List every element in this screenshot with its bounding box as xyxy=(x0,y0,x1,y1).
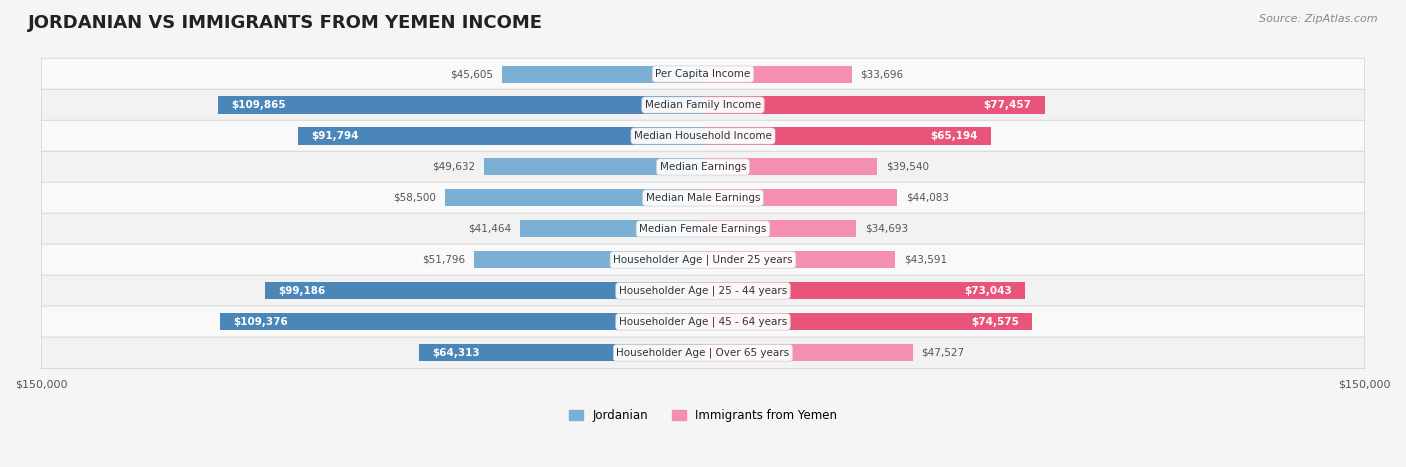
Bar xyxy=(703,65,852,83)
Bar xyxy=(502,65,703,83)
Text: $91,794: $91,794 xyxy=(311,131,359,141)
Bar xyxy=(474,251,703,269)
Text: $109,376: $109,376 xyxy=(233,317,288,327)
Text: $34,693: $34,693 xyxy=(865,224,908,234)
Text: $65,194: $65,194 xyxy=(929,131,977,141)
Bar xyxy=(218,97,703,113)
Bar xyxy=(703,251,896,269)
Text: $64,313: $64,313 xyxy=(433,348,479,358)
Bar xyxy=(703,190,897,206)
Text: Householder Age | 25 - 44 years: Householder Age | 25 - 44 years xyxy=(619,286,787,296)
FancyBboxPatch shape xyxy=(41,89,1365,121)
Text: $44,083: $44,083 xyxy=(907,193,949,203)
FancyBboxPatch shape xyxy=(41,244,1365,276)
Bar xyxy=(703,344,912,361)
FancyBboxPatch shape xyxy=(41,182,1365,214)
Text: Source: ZipAtlas.com: Source: ZipAtlas.com xyxy=(1260,14,1378,24)
Text: $109,865: $109,865 xyxy=(232,100,287,110)
Text: $49,632: $49,632 xyxy=(432,162,475,172)
Text: Median Family Income: Median Family Income xyxy=(645,100,761,110)
Text: $41,464: $41,464 xyxy=(468,224,512,234)
Text: $47,527: $47,527 xyxy=(921,348,965,358)
FancyBboxPatch shape xyxy=(41,275,1365,307)
Text: $77,457: $77,457 xyxy=(983,100,1032,110)
FancyBboxPatch shape xyxy=(41,58,1365,90)
FancyBboxPatch shape xyxy=(41,213,1365,245)
Text: Householder Age | 45 - 64 years: Householder Age | 45 - 64 years xyxy=(619,317,787,327)
Text: Householder Age | Over 65 years: Householder Age | Over 65 years xyxy=(616,347,790,358)
Legend: Jordanian, Immigrants from Yemen: Jordanian, Immigrants from Yemen xyxy=(564,404,842,426)
Text: Median Male Earnings: Median Male Earnings xyxy=(645,193,761,203)
Text: $51,796: $51,796 xyxy=(423,255,465,265)
Text: Median Household Income: Median Household Income xyxy=(634,131,772,141)
Text: $99,186: $99,186 xyxy=(278,286,326,296)
Bar xyxy=(703,127,991,144)
Text: Per Capita Income: Per Capita Income xyxy=(655,69,751,79)
Text: Median Female Earnings: Median Female Earnings xyxy=(640,224,766,234)
Bar xyxy=(266,283,703,299)
Text: $73,043: $73,043 xyxy=(965,286,1012,296)
FancyBboxPatch shape xyxy=(41,337,1365,368)
Bar xyxy=(520,220,703,237)
Text: $74,575: $74,575 xyxy=(972,317,1019,327)
Bar xyxy=(419,344,703,361)
Text: $58,500: $58,500 xyxy=(394,193,436,203)
Text: $39,540: $39,540 xyxy=(886,162,929,172)
Text: $43,591: $43,591 xyxy=(904,255,948,265)
FancyBboxPatch shape xyxy=(41,151,1365,183)
Bar xyxy=(703,158,877,176)
Bar xyxy=(703,313,1032,330)
Bar xyxy=(484,158,703,176)
Text: $45,605: $45,605 xyxy=(450,69,494,79)
Text: JORDANIAN VS IMMIGRANTS FROM YEMEN INCOME: JORDANIAN VS IMMIGRANTS FROM YEMEN INCOM… xyxy=(28,14,543,32)
Bar xyxy=(703,220,856,237)
Bar xyxy=(703,283,1025,299)
FancyBboxPatch shape xyxy=(41,306,1365,338)
Text: Householder Age | Under 25 years: Householder Age | Under 25 years xyxy=(613,255,793,265)
Bar xyxy=(703,97,1045,113)
Bar xyxy=(298,127,703,144)
FancyBboxPatch shape xyxy=(41,120,1365,152)
Text: Median Earnings: Median Earnings xyxy=(659,162,747,172)
Text: $33,696: $33,696 xyxy=(860,69,904,79)
Bar xyxy=(221,313,703,330)
Bar xyxy=(444,190,703,206)
